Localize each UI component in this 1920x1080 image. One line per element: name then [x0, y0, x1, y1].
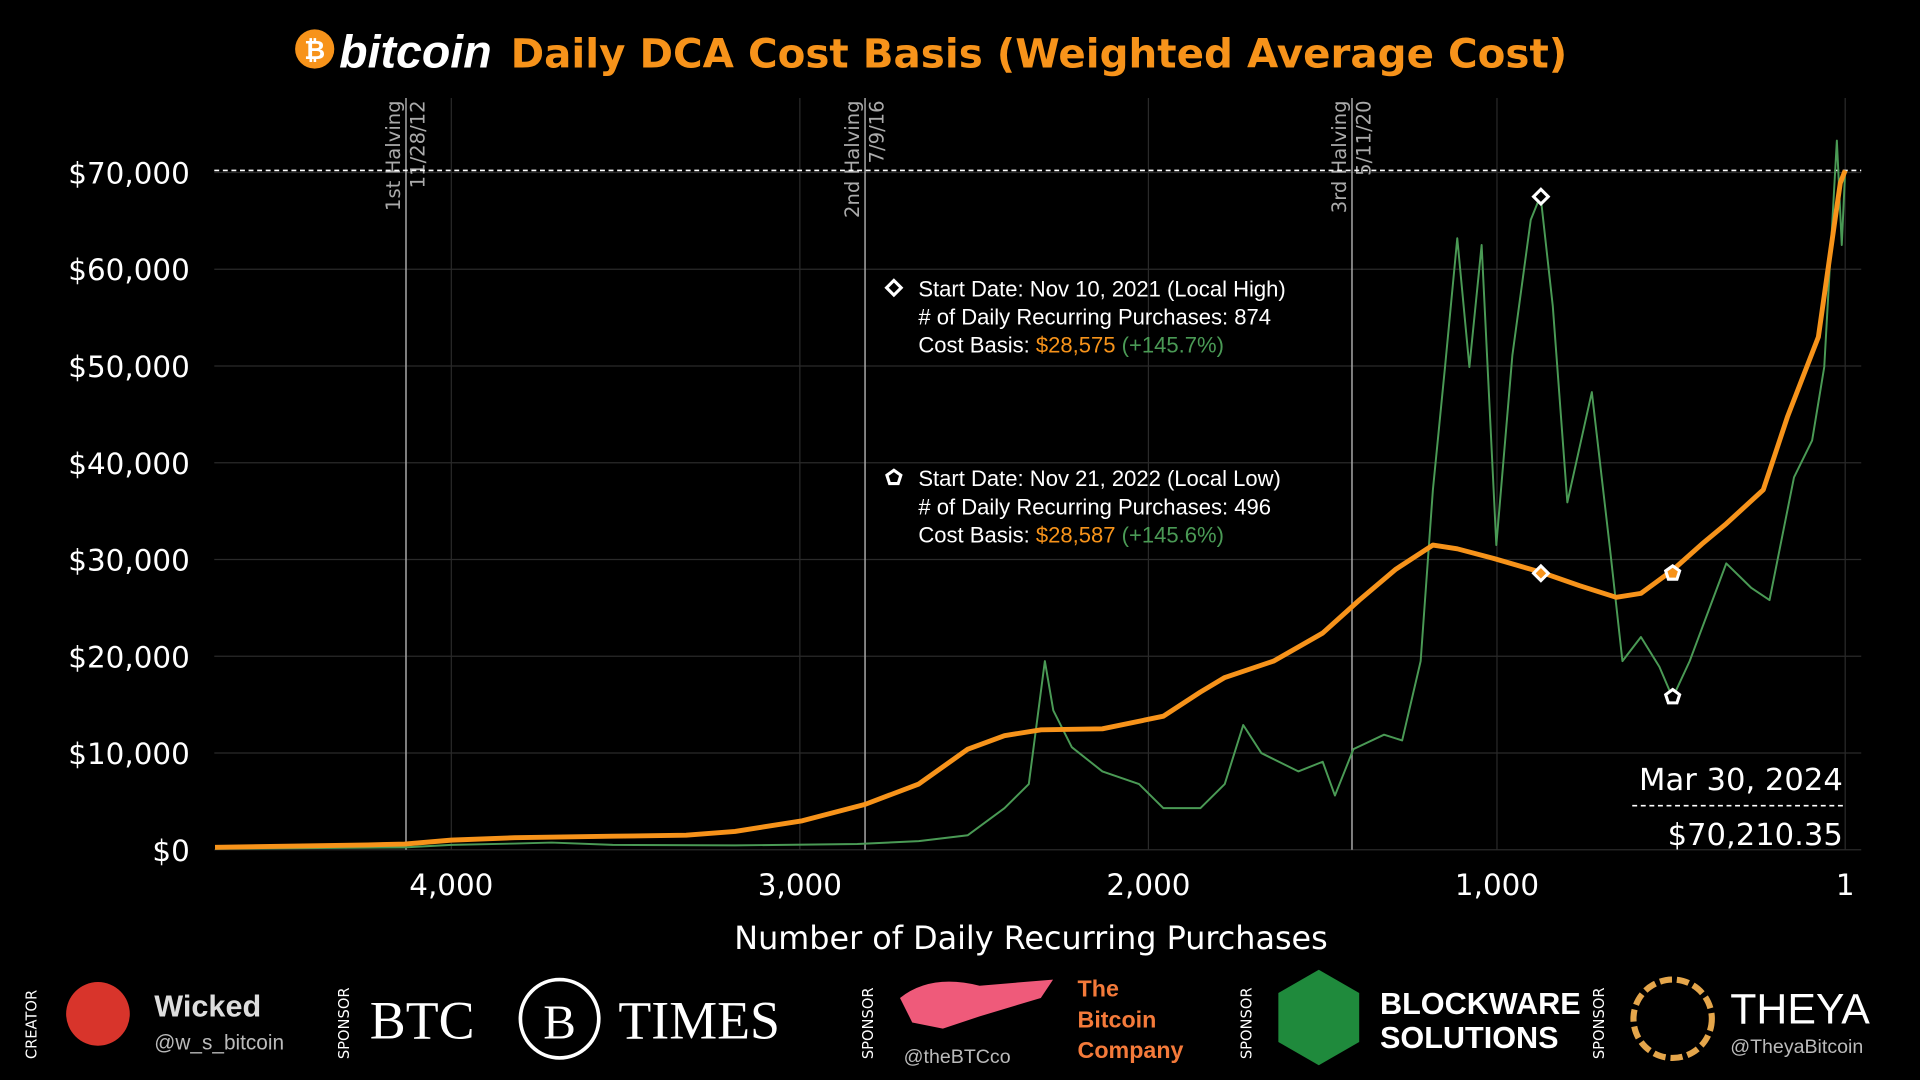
y-tick-label: $70,000 — [68, 156, 189, 190]
bitcoin-logo — [295, 29, 335, 69]
halving-label: 1st Halving — [382, 100, 405, 211]
halving-date: 11/28/12 — [406, 100, 429, 188]
footer: CREATOR Wicked @w_s_bitcoin SPONSOR BTC … — [24, 969, 1870, 1068]
callout-start: Start Date: Nov 10, 2021 (Local High) — [918, 276, 1285, 301]
y-tick-label: $0 — [152, 834, 189, 868]
sponsor-tag: SPONSOR — [860, 987, 877, 1059]
x-axis-label: Number of Daily Recurring Purchases — [734, 919, 1327, 957]
cost-marker — [1663, 563, 1682, 581]
series-line — [214, 169, 1848, 850]
logo-glyph: ₿ — [304, 36, 325, 66]
cost-value: $28,575 — [1036, 333, 1116, 358]
callout-start: Start Date: Nov 21, 2022 (Local Low) — [918, 466, 1280, 491]
sponsor-tag: SPONSOR — [1591, 987, 1608, 1059]
price-marker — [1663, 687, 1682, 705]
y-tick-label: $60,000 — [68, 253, 189, 287]
legend-marker — [885, 468, 903, 486]
x-tick-label: 1,000 — [1455, 868, 1539, 902]
btc-times-emblem — [518, 977, 601, 1060]
bitcoin-company-handle: @theBTCco — [904, 1046, 1011, 1068]
callout-purchases: # of Daily Recurring Purchases: 874 — [918, 304, 1271, 329]
bitcoin-company-1: The — [1078, 976, 1119, 1002]
current-date: Mar 30, 2024 — [1639, 763, 1843, 798]
purchases-value: 496 — [1234, 494, 1271, 519]
bitcoin-company-2: Bitcoin — [1078, 1006, 1157, 1032]
btc-times-2: B — [543, 994, 576, 1049]
cost-label: Cost Basis: — [918, 333, 1029, 358]
cost-marker — [1531, 563, 1551, 583]
callout-purchases: # of Daily Recurring Purchases: 496 — [918, 494, 1271, 519]
cost-value: $28,587 — [1036, 522, 1116, 547]
legend-marker — [884, 278, 904, 298]
halving-label: 3rd Halving — [1328, 100, 1351, 213]
halving-label: 2nd Halving — [841, 100, 864, 218]
callout-cost: Cost Basis: $28,575 (+145.7%) — [918, 333, 1224, 358]
callout-cost: Cost Basis: $28,587 (+145.6%) — [918, 522, 1224, 547]
gain: (+145.7%) — [1122, 333, 1224, 358]
bitcoin-company-3: Company — [1078, 1037, 1184, 1063]
creator-tag: CREATOR — [24, 990, 41, 1059]
btc-times-1: BTC — [370, 990, 475, 1050]
creator-handle: @w_s_bitcoin — [154, 1031, 284, 1054]
blockware-2: SOLUTIONS — [1380, 1021, 1559, 1055]
price-marker — [1531, 187, 1551, 207]
y-tick-label: $50,000 — [68, 350, 189, 384]
y-tick-label: $10,000 — [68, 737, 189, 771]
x-tick-label: 3,000 — [758, 868, 842, 902]
series-line — [215, 139, 1847, 850]
cost-label: Cost Basis: — [918, 522, 1029, 547]
purchases-label: # of Daily Recurring Purchases: — [918, 304, 1228, 329]
x-tick-label: 1 — [1836, 868, 1855, 902]
bitcoin-company-logo — [900, 979, 1054, 1029]
halving-date: 7/9/16 — [865, 100, 888, 163]
theya-handle: @TheyaBitcoin — [1730, 1036, 1863, 1058]
purchases-label: # of Daily Recurring Purchases: — [918, 494, 1228, 519]
y-tick-label: $40,000 — [68, 447, 189, 481]
btc-times-3: TIMES — [618, 990, 780, 1050]
blockware-1: BLOCKWARE — [1380, 987, 1581, 1021]
y-tick-label: $20,000 — [68, 640, 189, 674]
sponsor-tag: SPONSOR — [336, 987, 353, 1059]
x-tick-label: 2,000 — [1106, 868, 1190, 902]
current-value: $70,210.35 — [1668, 818, 1843, 853]
halving-date: 5/11/20 — [1352, 100, 1375, 175]
theya-logo — [1630, 976, 1715, 1062]
gain: (+145.6%) — [1122, 522, 1224, 547]
y-tick-label: $30,000 — [68, 544, 189, 578]
sponsor-tag: SPONSOR — [1238, 987, 1255, 1059]
purchases-value: 874 — [1234, 304, 1271, 329]
creator-avatar — [66, 982, 130, 1046]
chart-title: Daily DCA Cost Basis (Weighted Average C… — [511, 29, 1568, 77]
x-tick-label: 4,000 — [409, 868, 493, 902]
brand: bitcoin — [339, 25, 491, 77]
theya-name: THEYA — [1730, 986, 1870, 1034]
blockware-logo — [1278, 969, 1360, 1066]
creator-name: Wicked — [154, 989, 261, 1023]
